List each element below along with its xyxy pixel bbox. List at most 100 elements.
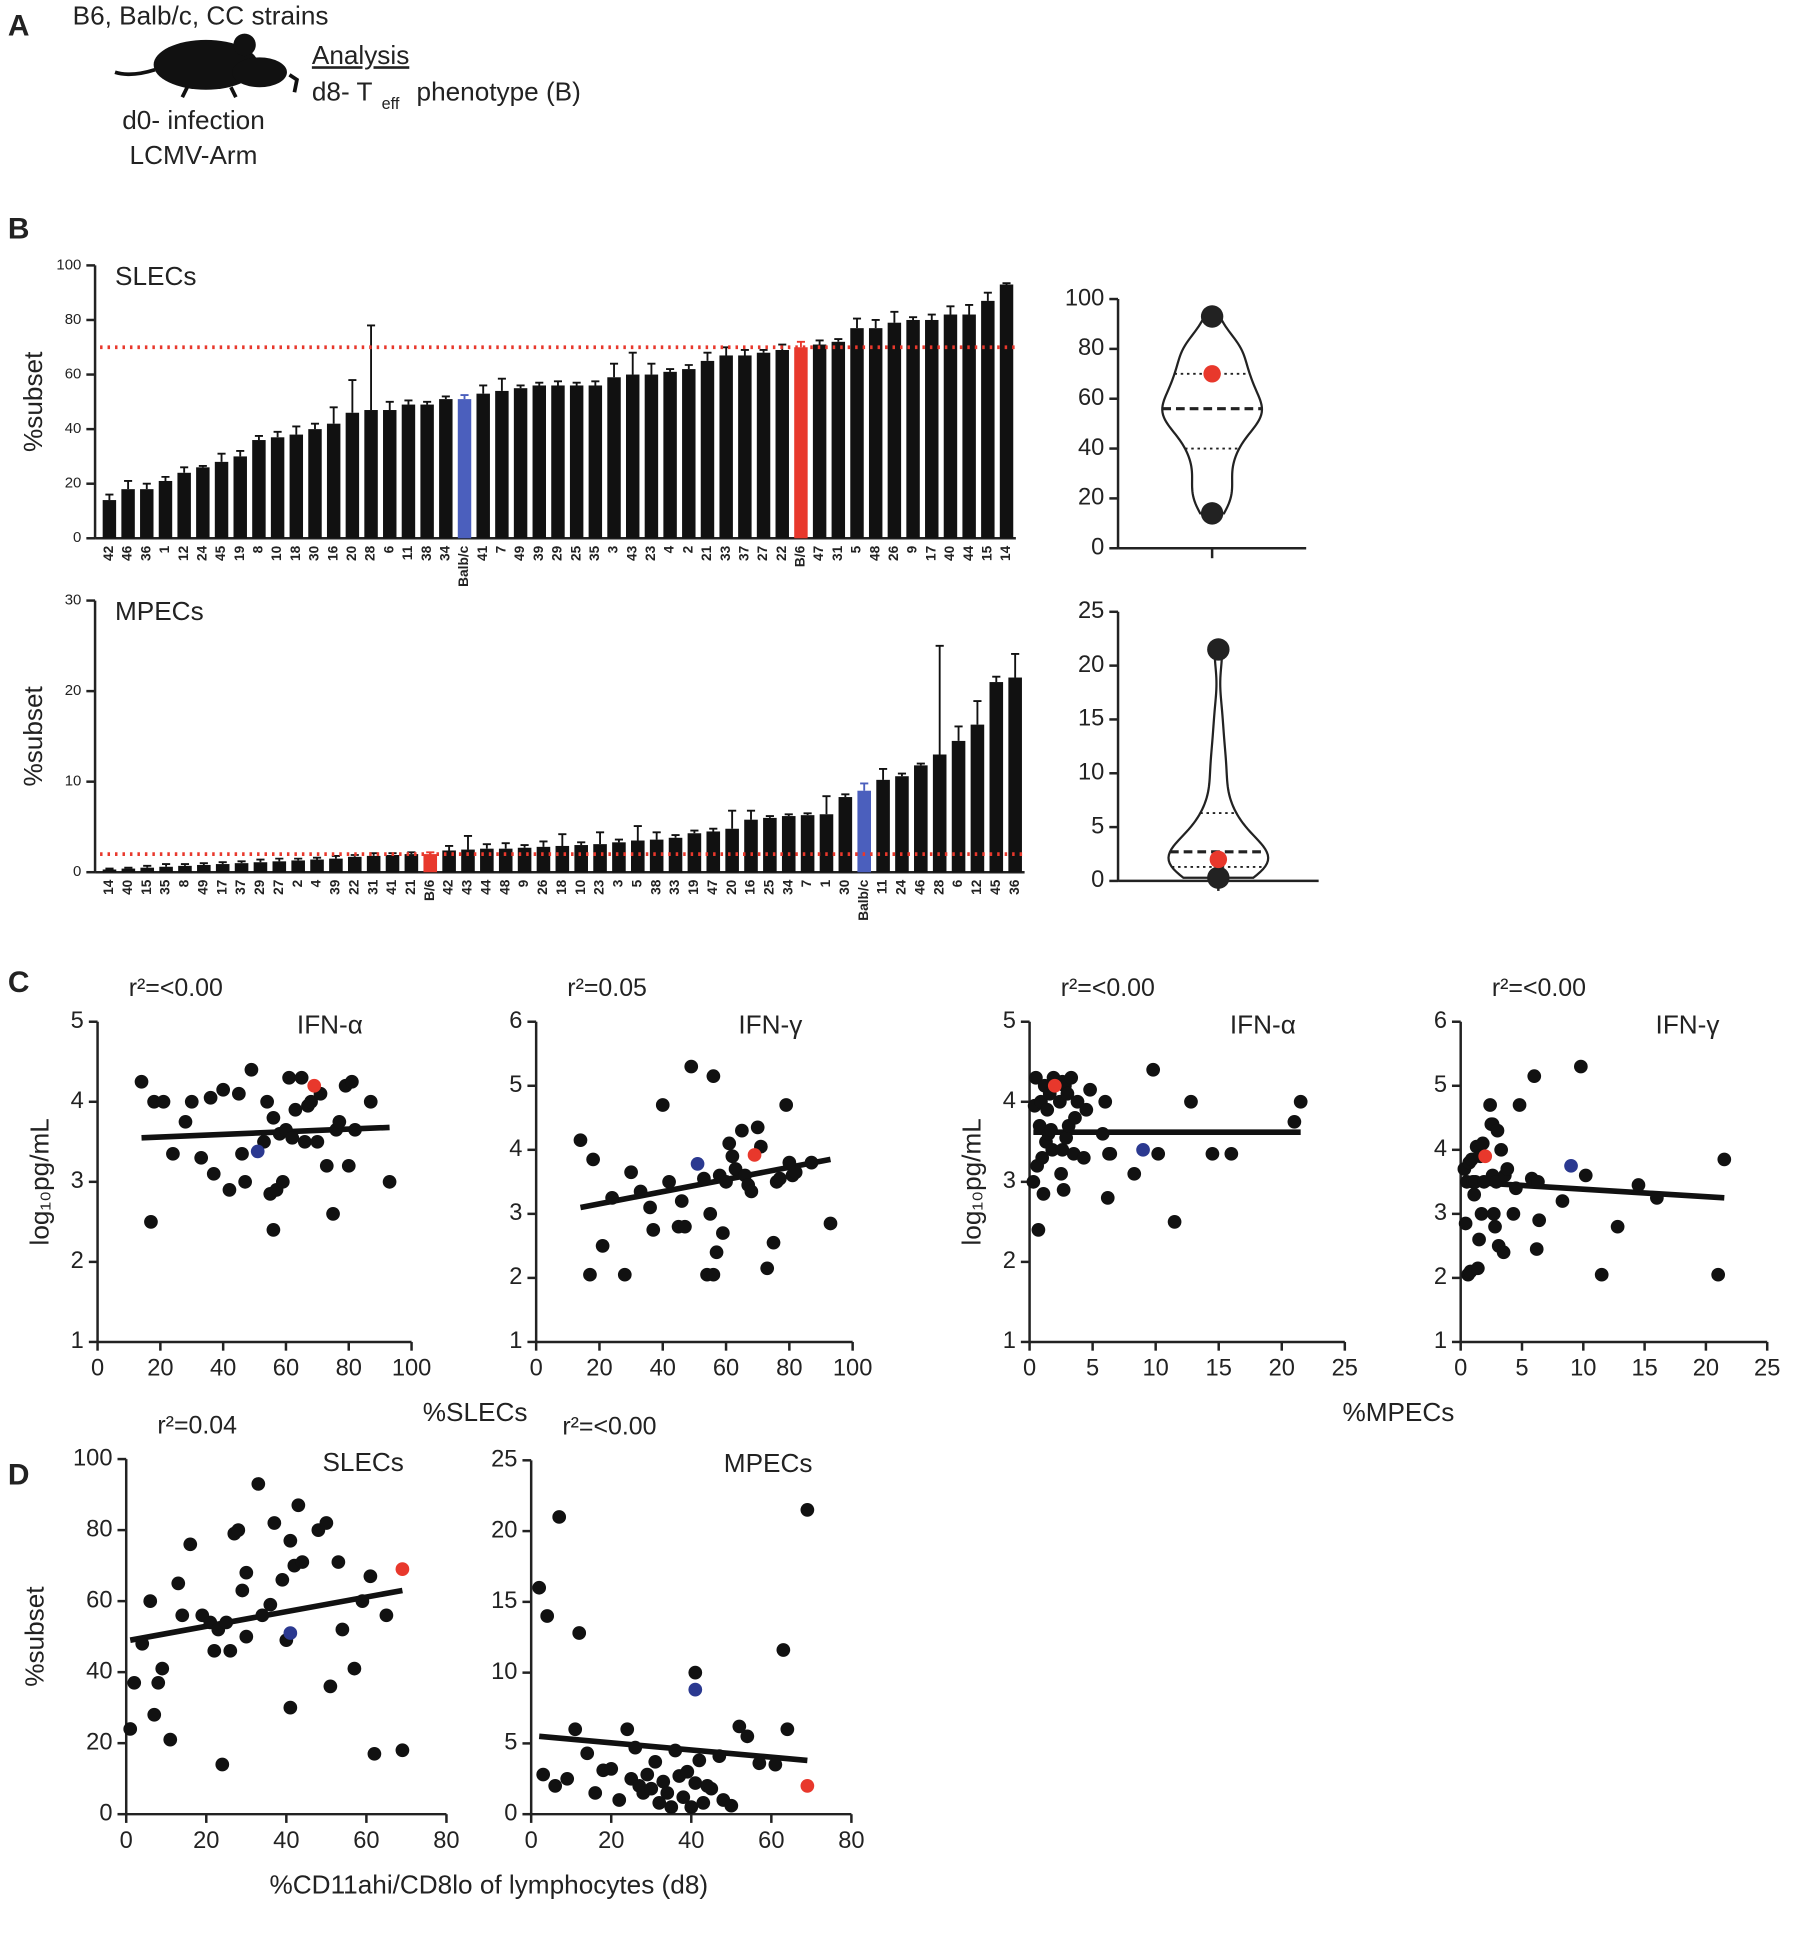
point: [1136, 1142, 1150, 1157]
y-tick-label: 60: [86, 1587, 112, 1613]
x-tick-label: 6: [381, 545, 396, 553]
point: [156, 1094, 171, 1109]
chart-title: IFN-γ: [1656, 1010, 1720, 1040]
point: [1045, 1142, 1060, 1157]
point: [724, 1798, 739, 1813]
bar: [895, 776, 909, 873]
point: [1573, 1059, 1588, 1074]
bar: [981, 300, 995, 539]
bar: [215, 864, 230, 873]
point: [646, 1223, 661, 1237]
error-bar: [614, 838, 624, 843]
x-tick-label: 41: [475, 545, 490, 561]
point: [772, 1171, 787, 1186]
y-tick-label: 40: [65, 420, 82, 437]
point: [643, 1200, 657, 1215]
point: [766, 1235, 781, 1250]
point: [238, 1174, 252, 1189]
bar: [121, 489, 135, 539]
y-tick-label: 2: [71, 1248, 84, 1274]
x-tick-label: 2: [680, 545, 695, 553]
point: [1026, 1174, 1041, 1189]
point: [595, 1239, 610, 1253]
x-tick-label: Balb/c: [456, 545, 471, 586]
bar: [999, 284, 1014, 539]
bar: [962, 314, 976, 539]
error-bar: [441, 395, 450, 400]
point: [1475, 1136, 1490, 1151]
x-tick-label: 20: [598, 1828, 624, 1854]
error-bar: [983, 291, 992, 301]
point: [304, 1094, 318, 1109]
point: [255, 1608, 270, 1623]
bar: [876, 779, 890, 873]
bar: [495, 390, 509, 539]
point: [1474, 1207, 1489, 1221]
point: [1578, 1168, 1593, 1183]
error-bar: [759, 349, 768, 353]
point: [171, 1576, 186, 1591]
point: [688, 1682, 703, 1697]
bar: [517, 847, 532, 873]
point: [1098, 1094, 1113, 1109]
x-tick-label: 38: [419, 545, 434, 561]
bar: [159, 866, 173, 873]
error-bar: [671, 834, 680, 838]
point: [605, 1190, 619, 1205]
error-bar: [577, 841, 586, 846]
point: [612, 1793, 627, 1807]
bar: [102, 869, 117, 873]
error-bar: [479, 384, 488, 394]
x-tick-label: 9: [905, 545, 920, 553]
x-axis-label: %MPECs: [1342, 1397, 1454, 1427]
mouse-icon: [114, 33, 300, 99]
point: [266, 1223, 281, 1237]
x-tick-label: 17: [923, 545, 938, 561]
x-tick-label: 37: [233, 879, 248, 895]
bar: [970, 724, 985, 873]
point: [823, 1216, 838, 1231]
y-tick-label: 20: [491, 1517, 517, 1543]
error-bar: [275, 857, 284, 862]
point: [572, 1626, 587, 1640]
error-bar: [497, 377, 506, 391]
chart-title: SLECs: [115, 261, 196, 291]
point: [135, 1636, 150, 1651]
bar: [612, 842, 626, 873]
point: [147, 1094, 161, 1109]
panel-label: A: [8, 9, 30, 42]
error-bar: [312, 856, 322, 860]
x-tick-label: 9: [516, 879, 531, 887]
bar: [951, 740, 966, 873]
y-tick-label: 3: [1003, 1168, 1016, 1194]
x-tick-label: 16: [743, 879, 758, 895]
y-tick-label: 0: [99, 1800, 112, 1826]
point: [134, 1074, 149, 1089]
point: [1056, 1182, 1071, 1197]
x-tick-label: B/6: [793, 545, 808, 567]
point: [297, 1134, 312, 1149]
bar: [850, 328, 864, 539]
x-tick-label: 14: [101, 879, 116, 895]
y-tick-label: 5: [1003, 1008, 1016, 1034]
point: [644, 1781, 659, 1796]
x-tick-label: 15: [1631, 1356, 1657, 1382]
x-tick-label: 29: [550, 545, 565, 561]
x-tick-label: 5: [1515, 1356, 1528, 1382]
point: [709, 1245, 724, 1260]
x-tick-label: 11: [400, 545, 415, 560]
bar: [272, 861, 287, 873]
bar: [644, 374, 659, 539]
bar: [569, 385, 584, 539]
point: [335, 1622, 350, 1637]
bar: [906, 319, 920, 539]
error-bar: [520, 844, 529, 848]
y-tick-label: 0: [1091, 867, 1104, 893]
point: [319, 1516, 334, 1530]
x-tick-label: 35: [158, 879, 173, 895]
point: [323, 1679, 338, 1694]
point: [348, 1122, 362, 1137]
point: [151, 1675, 166, 1690]
y-tick-label: 1: [71, 1328, 84, 1354]
